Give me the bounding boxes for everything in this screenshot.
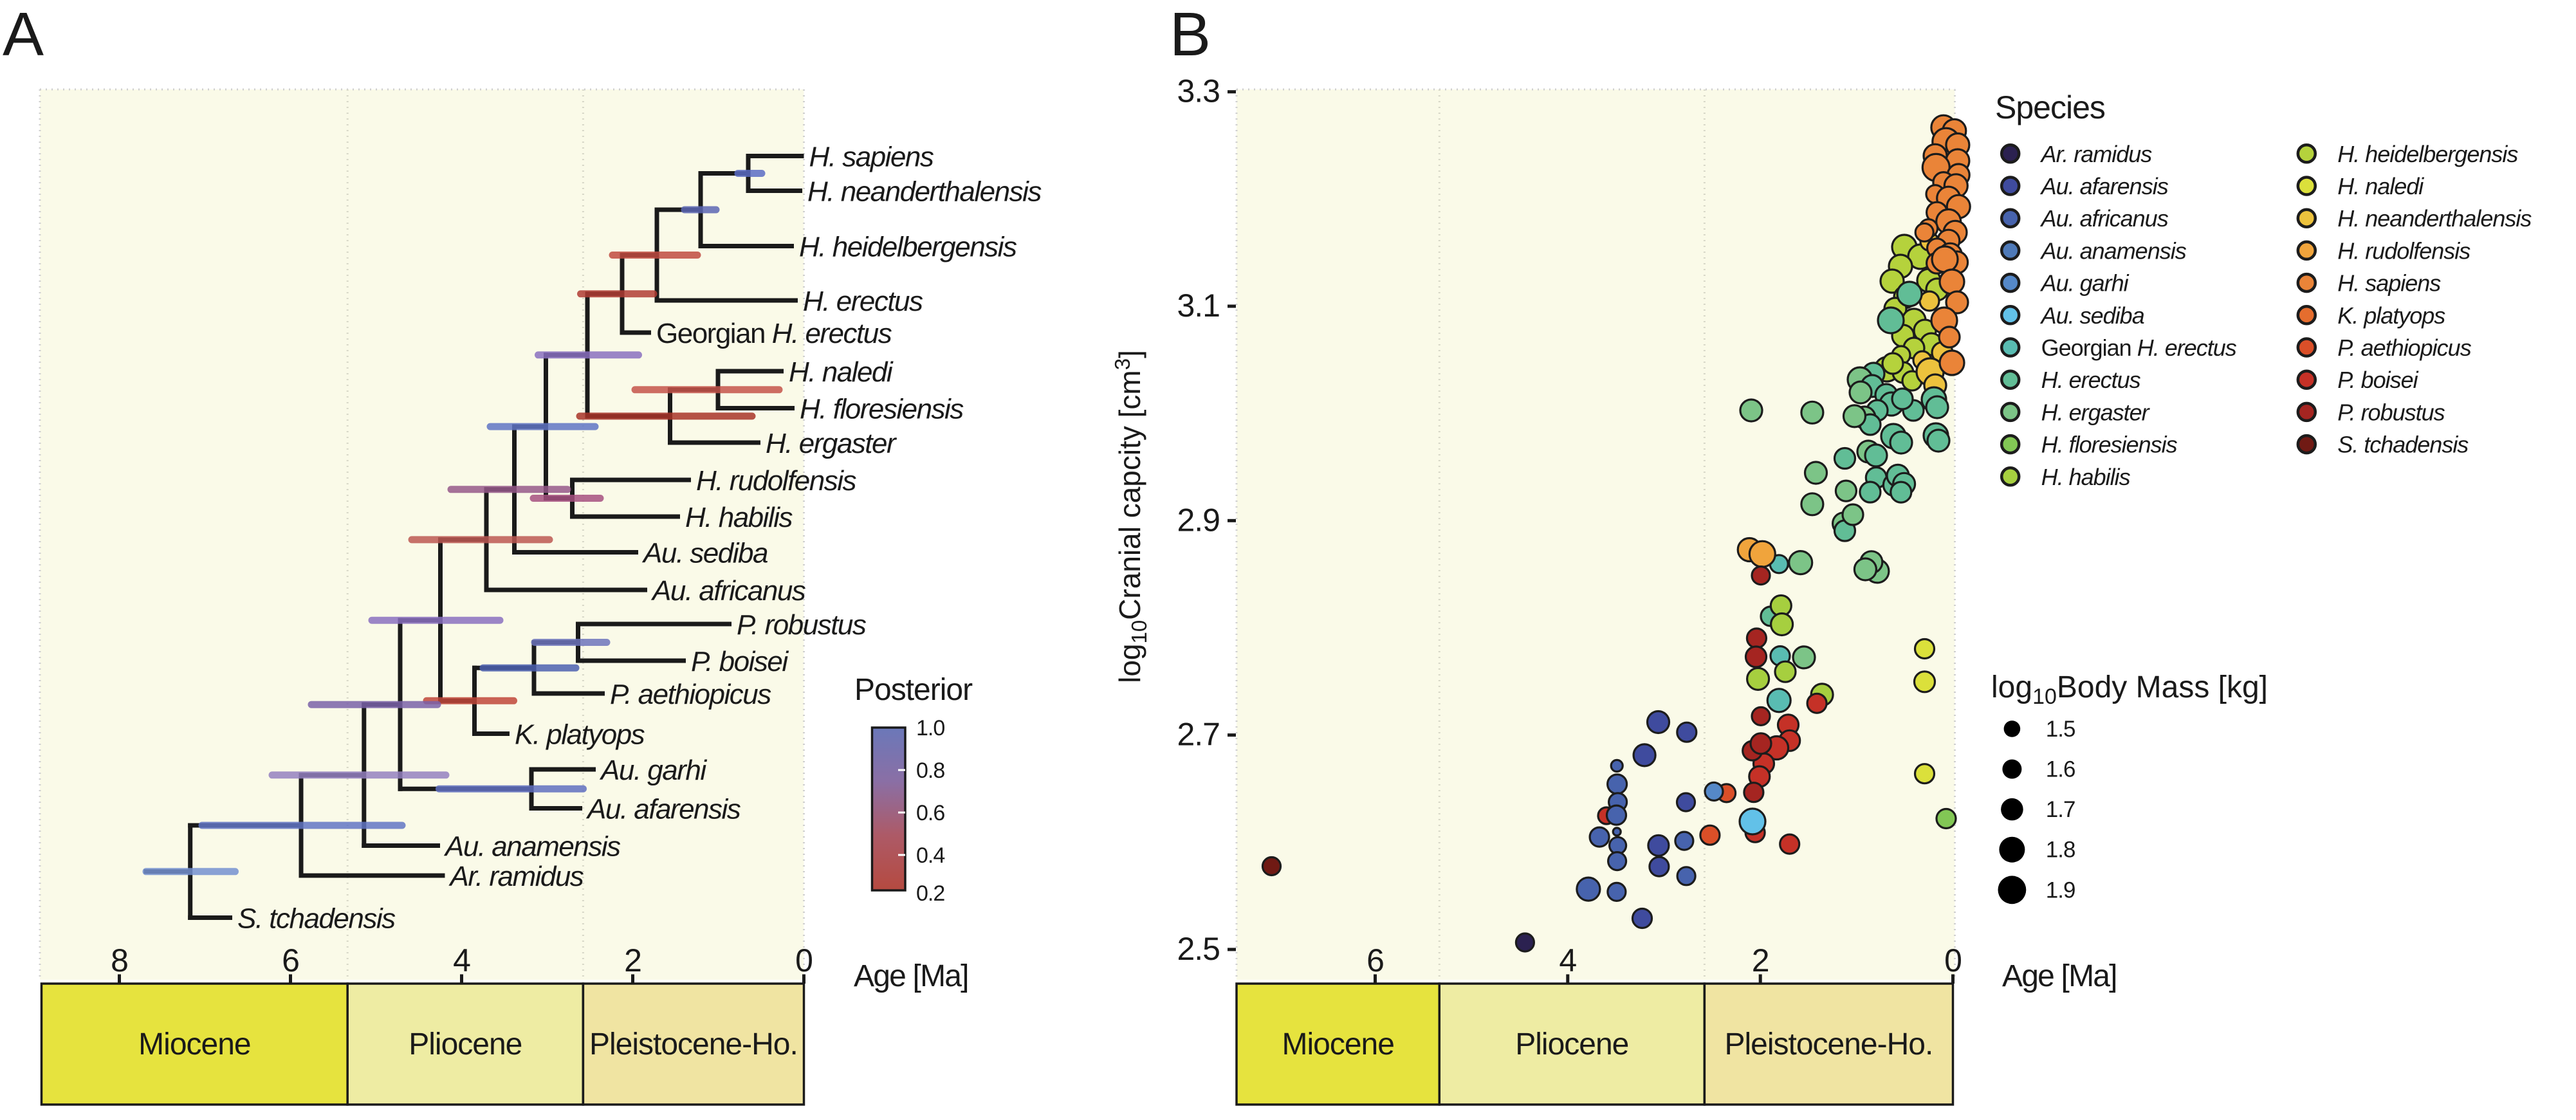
svg-text:4: 4 (1559, 942, 1576, 978)
svg-text:1.9: 1.9 (2046, 877, 2075, 903)
svg-text:Posterior: Posterior (854, 673, 973, 707)
svg-text:Pliocene: Pliocene (409, 1027, 522, 1061)
svg-text:2: 2 (624, 942, 641, 978)
svg-text:1.8: 1.8 (2046, 838, 2075, 863)
svg-text:8: 8 (111, 942, 128, 978)
svg-text:Miocene: Miocene (1282, 1027, 1394, 1061)
svg-text:Pliocene: Pliocene (1515, 1027, 1628, 1061)
svg-text:Au. anamensis: Au. anamensis (443, 831, 621, 863)
svg-text:H. floresiensis: H. floresiensis (2041, 432, 2178, 458)
svg-text:1.5: 1.5 (2046, 717, 2075, 742)
svg-text:H. rudolfensis: H. rudolfensis (696, 465, 857, 497)
svg-text:Pleistocene-Ho.: Pleistocene-Ho. (1724, 1027, 1933, 1061)
svg-text:Au. afarensis: Au. afarensis (2040, 173, 2169, 199)
svg-text:2.9: 2.9 (1177, 502, 1220, 538)
svg-text:H. sapiens: H. sapiens (2337, 270, 2441, 297)
svg-text:0.6: 0.6 (916, 801, 944, 825)
svg-text:Pleistocene-Ho.: Pleistocene-Ho. (589, 1027, 798, 1061)
svg-text:3.1: 3.1 (1177, 288, 1220, 324)
svg-text:H. floresiensis: H. floresiensis (800, 394, 964, 425)
svg-text:P. aethiopicus: P. aethiopicus (610, 679, 771, 710)
svg-text:H. heidelbergensis: H. heidelbergensis (2337, 141, 2518, 167)
svg-text:Au. africanus: Au. africanus (650, 575, 806, 607)
svg-text:2.5: 2.5 (1177, 931, 1220, 967)
svg-text:H. sapiens: H. sapiens (809, 142, 934, 173)
svg-text:H. erectus: H. erectus (2041, 367, 2141, 393)
svg-text:Au. garhi: Au. garhi (2040, 270, 2130, 297)
svg-text:0.8: 0.8 (916, 758, 944, 783)
svg-text:6: 6 (1366, 942, 1384, 978)
svg-text:Georgian H. erectus: Georgian H. erectus (656, 318, 892, 349)
svg-text:A: A (3, 0, 44, 69)
svg-text:P. aethiopicus: P. aethiopicus (2337, 335, 2472, 361)
svg-text:S. tchadensis: S. tchadensis (237, 903, 396, 935)
svg-text:S. tchadensis: S. tchadensis (2337, 432, 2469, 458)
svg-text:log10Cranial capcity [cm3]: log10Cranial capcity [cm3] (1110, 350, 1151, 683)
svg-text:Au. garhi: Au. garhi (599, 755, 707, 786)
svg-text:log10Body Mass [kg]: log10Body Mass [kg] (1991, 670, 2268, 709)
svg-text:Miocene: Miocene (138, 1027, 250, 1061)
svg-text:H. rudolfensis: H. rudolfensis (2337, 237, 2470, 264)
svg-text:Au. afarensis: Au. afarensis (585, 794, 741, 825)
svg-text:Species: Species (1995, 89, 2105, 125)
svg-text:K. platyops: K. platyops (515, 719, 645, 751)
svg-text:2.7: 2.7 (1177, 717, 1220, 753)
svg-text:0.2: 0.2 (916, 881, 944, 906)
svg-text:H. naledi: H. naledi (2337, 173, 2424, 199)
svg-text:0: 0 (795, 942, 813, 978)
svg-text:4: 4 (453, 942, 470, 978)
svg-text:P. robustus: P. robustus (2337, 399, 2445, 425)
svg-text:Au. sediba: Au. sediba (2040, 302, 2144, 329)
svg-text:1.6: 1.6 (2046, 757, 2075, 782)
svg-text:Ar. ramidus: Ar. ramidus (448, 861, 584, 892)
svg-text:Ar. ramidus: Ar. ramidus (2040, 141, 2153, 167)
svg-text:Au. anamensis: Au. anamensis (2040, 237, 2187, 264)
svg-text:Age [Ma]: Age [Ma] (2002, 959, 2117, 993)
svg-text:1.0: 1.0 (916, 716, 944, 740)
svg-text:P. robustus: P. robustus (737, 609, 867, 641)
svg-text:1.7: 1.7 (2046, 797, 2075, 822)
svg-text:H. ergaster: H. ergaster (766, 428, 897, 459)
svg-text:Au. sediba: Au. sediba (641, 538, 768, 569)
svg-text:P. boisei: P. boisei (2337, 367, 2418, 393)
svg-text:H. neanderthalensis: H. neanderthalensis (807, 176, 1042, 208)
svg-text:B: B (1170, 0, 1210, 69)
svg-text:H. erectus: H. erectus (803, 286, 923, 317)
svg-text:3.3: 3.3 (1177, 73, 1220, 109)
svg-text:0: 0 (1944, 942, 1962, 978)
svg-text:H. neanderthalensis: H. neanderthalensis (2337, 205, 2532, 232)
svg-text:H. naledi: H. naledi (789, 356, 894, 388)
svg-text:K. platyops: K. platyops (2337, 302, 2445, 329)
svg-text:H. heidelbergensis: H. heidelbergensis (799, 232, 1017, 263)
svg-text:H. ergaster: H. ergaster (2041, 399, 2151, 425)
svg-text:P. boisei: P. boisei (691, 646, 789, 677)
svg-text:H. habilis: H. habilis (685, 502, 793, 533)
svg-text:Au. africanus: Au. africanus (2040, 205, 2169, 232)
svg-text:6: 6 (282, 942, 299, 978)
svg-text:2: 2 (1752, 942, 1769, 978)
svg-text:Georgian H. erectus: Georgian H. erectus (2041, 335, 2237, 361)
svg-text:Age [Ma]: Age [Ma] (854, 959, 968, 993)
svg-text:H. habilis: H. habilis (2041, 464, 2131, 490)
svg-text:0.4: 0.4 (916, 843, 944, 868)
